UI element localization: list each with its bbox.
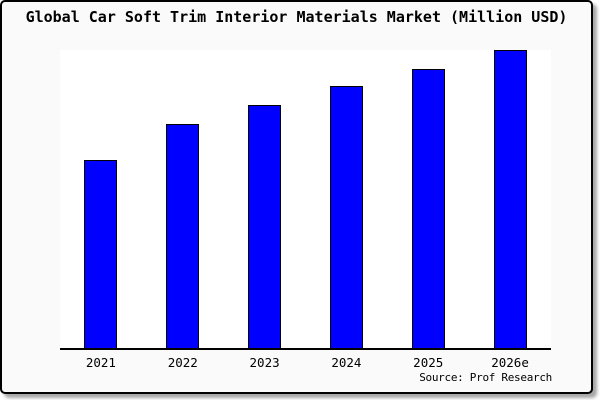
chart-title: Global Car Soft Trim Interior Materials …	[25, 8, 568, 26]
bar-2022	[166, 123, 200, 348]
bar-slot-2022	[142, 50, 224, 348]
bar-2024	[329, 85, 363, 348]
chart-frame: Global Car Soft Trim Interior Materials …	[0, 0, 593, 394]
bar-slot-2025	[387, 50, 469, 348]
x-axis-labels: 2021 2022 2023 2024 2025 2026e	[60, 355, 551, 370]
bar-slot-2024	[305, 50, 387, 348]
bar-2026e	[493, 49, 527, 348]
bar-2025	[411, 69, 445, 348]
source-note: Source: Prof Research	[419, 371, 552, 384]
bar-2023	[248, 104, 282, 348]
x-tick-label-2025: 2025	[413, 355, 444, 370]
x-tick-label-2022: 2022	[167, 355, 198, 370]
bar-slot-2026e	[469, 49, 551, 348]
bar-slot-2023	[224, 50, 306, 348]
bar-slot-2021	[60, 50, 142, 348]
plot-area	[60, 49, 551, 350]
x-tick-label-2026e: 2026e	[491, 355, 529, 370]
bar-2021	[84, 160, 118, 348]
x-tick-label-2021: 2021	[85, 355, 116, 370]
x-tick-label-2023: 2023	[249, 355, 280, 370]
x-tick-label-2024: 2024	[331, 355, 362, 370]
